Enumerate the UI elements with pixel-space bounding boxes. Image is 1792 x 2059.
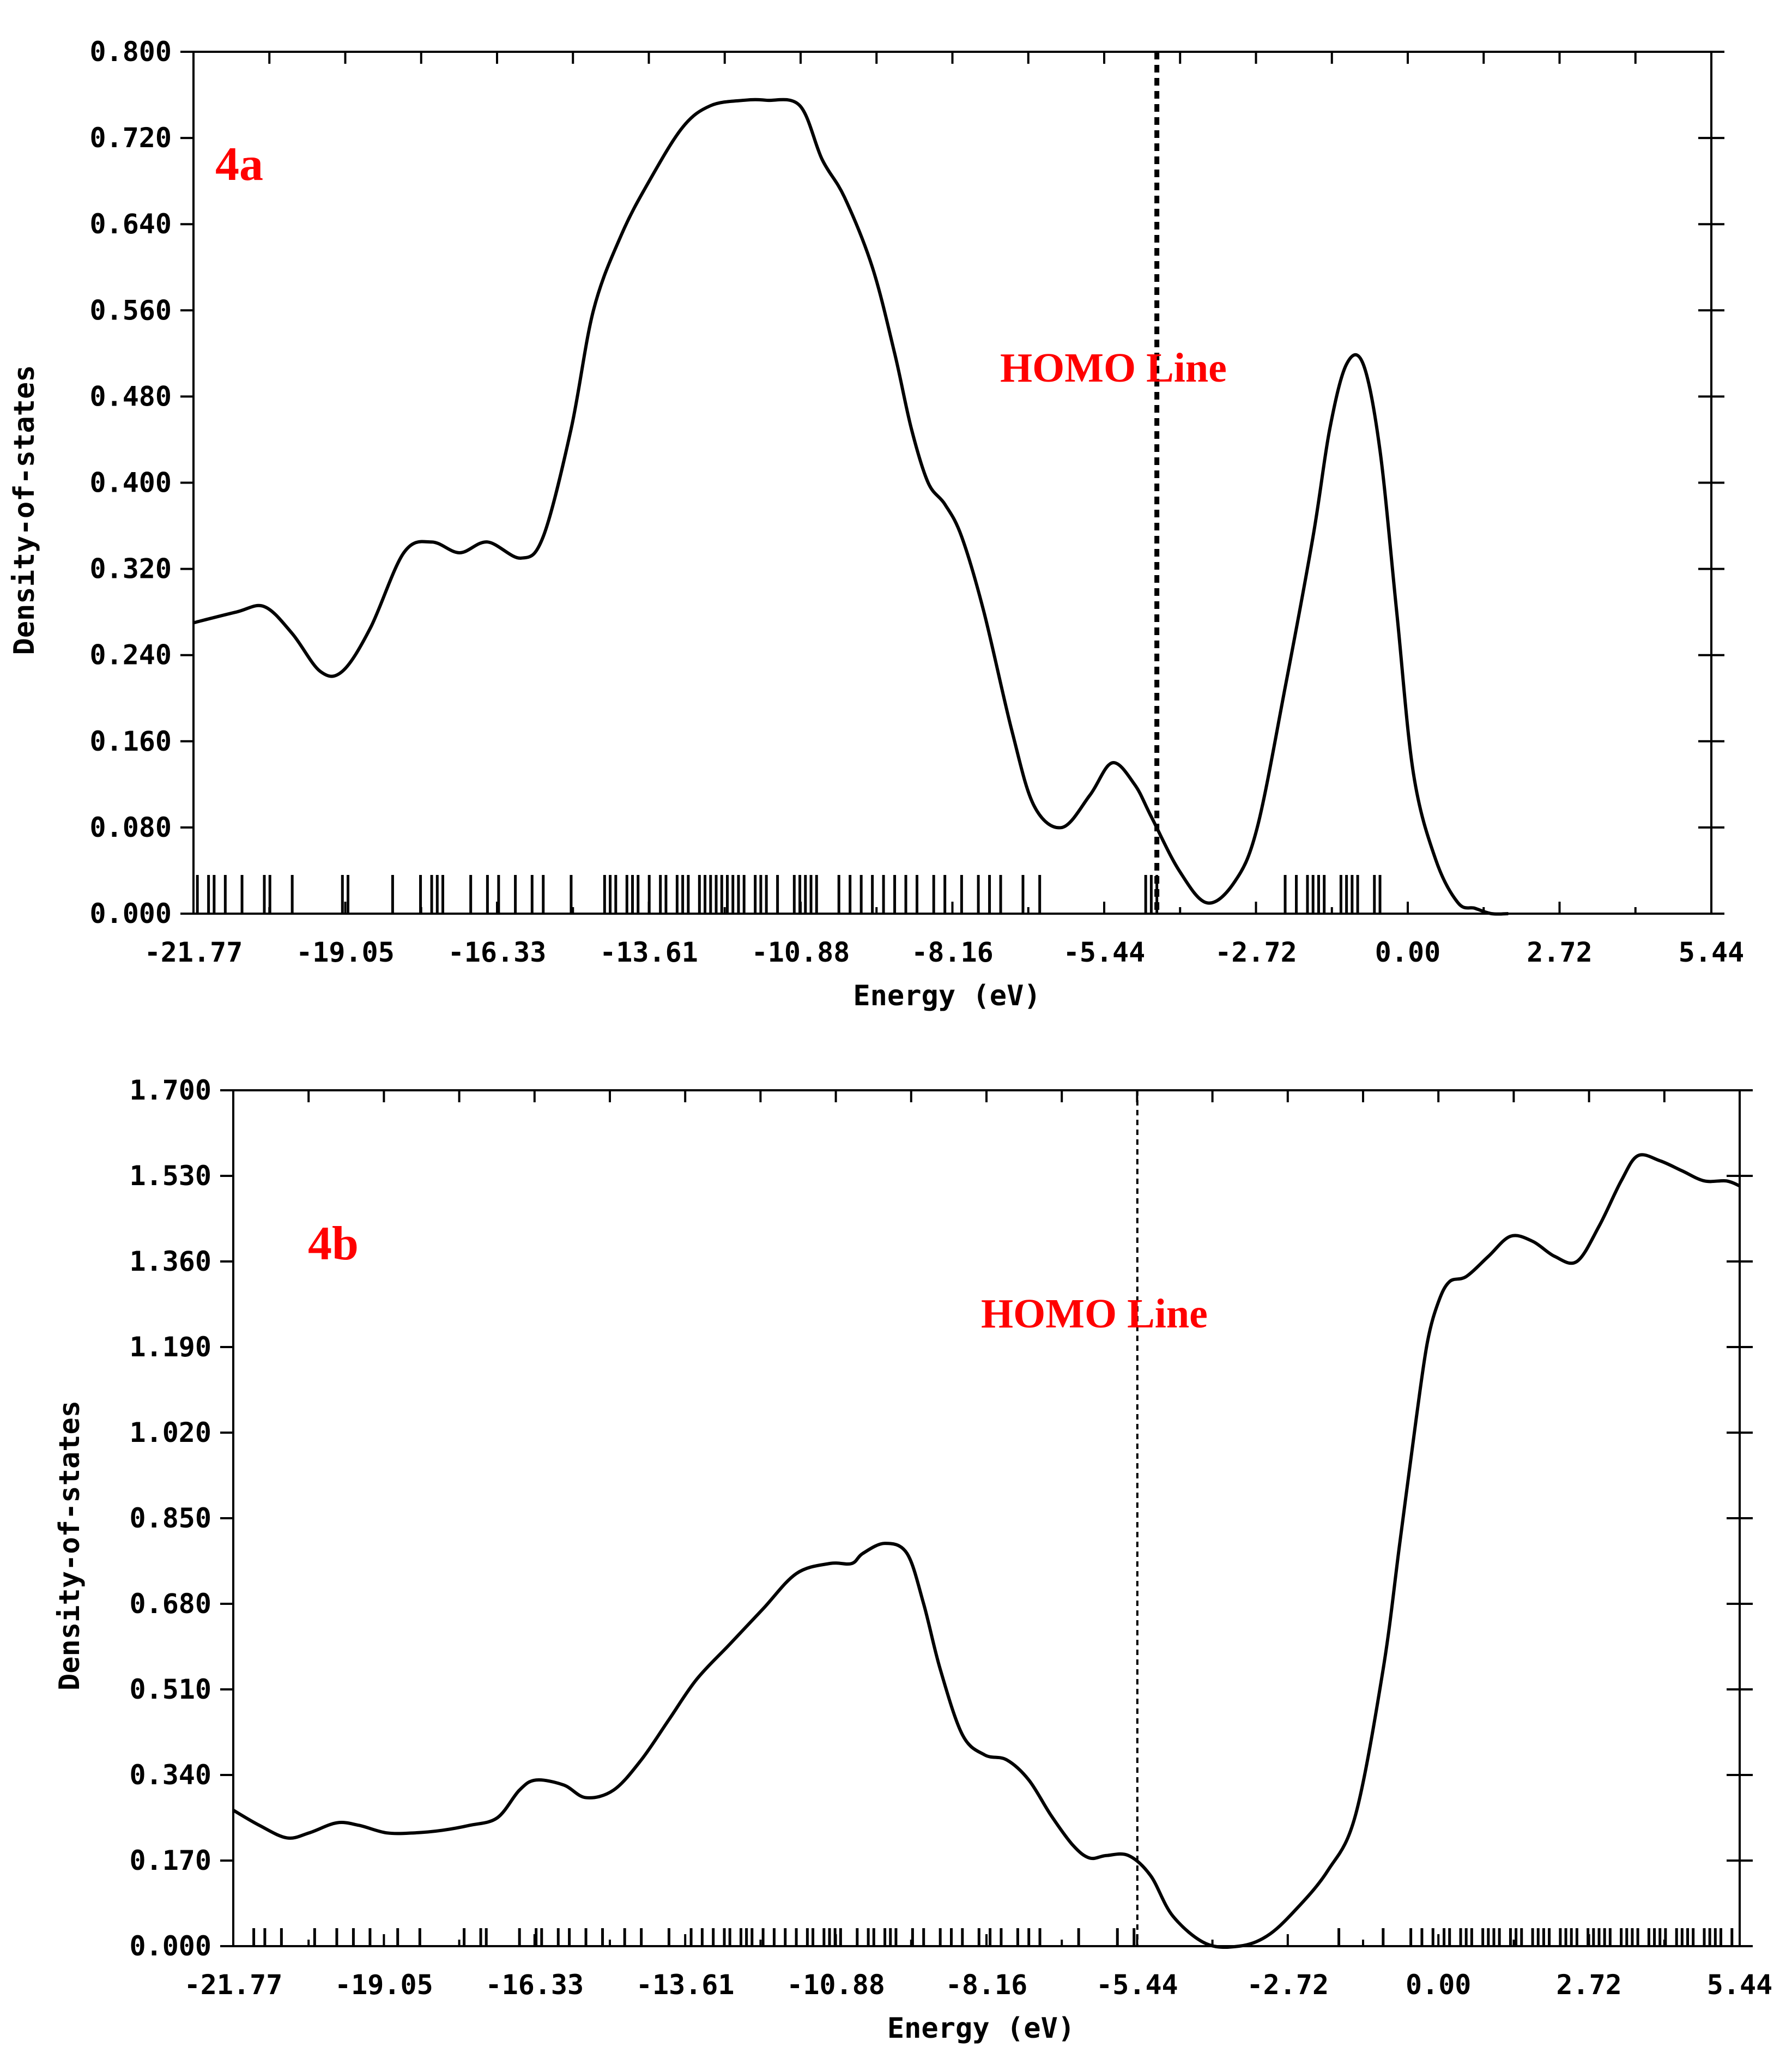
y-tick-label: 0.240	[89, 639, 172, 671]
panel-label: 4a	[215, 138, 263, 191]
y-tick-label: 1.530	[129, 1160, 211, 1192]
y-tick-label: 0.800	[89, 36, 172, 68]
x-tick-label: -10.88	[752, 937, 850, 968]
y-tick-label: 0.170	[129, 1845, 211, 1876]
homo-line-label: HOMO Line	[981, 1291, 1208, 1337]
x-tick-label: 5.44	[1679, 937, 1744, 968]
x-tick-label: -5.44	[1063, 937, 1146, 968]
y-axis-title: Density-of-states	[8, 365, 41, 655]
y-tick-label: 0.400	[89, 467, 172, 499]
y-tick-label: 1.700	[129, 1074, 211, 1106]
x-tick-label: -8.16	[946, 1969, 1028, 2001]
x-tick-label: -21.77	[184, 1969, 283, 2001]
y-tick-label: 1.190	[129, 1331, 211, 1363]
plot-frame	[192, 51, 1712, 915]
y-tick-label: 0.080	[89, 812, 172, 843]
y-tick-label: 0.640	[89, 208, 172, 240]
x-tick-label: -2.72	[1247, 1969, 1329, 2001]
y-tick-label: 0.680	[129, 1588, 211, 1620]
x-tick-label: -2.72	[1215, 937, 1297, 968]
x-tick-label: -19.05	[335, 1969, 433, 2001]
panel-label: 4b	[308, 1217, 359, 1270]
x-tick-label: -21.77	[144, 937, 243, 968]
dos-curve	[193, 98, 1509, 916]
x-tick-label: 2.72	[1527, 937, 1592, 968]
panel-4a: -21.77 -19.05 -16.33 -13.61 -10.88 -8.16 -5.44…	[8, 36, 1744, 1012]
panel-4b: -21.77 -19.05 -16.33 -13.61 -10.88 -8.16 -5.44…	[53, 1074, 1772, 2045]
y-tick-label: 0.480	[89, 381, 172, 412]
y-tick-label: 0.850	[129, 1502, 211, 1534]
y-tick-label: 0.000	[129, 1930, 211, 1962]
x-tick-label: -8.16	[911, 937, 994, 968]
y-axis-title: Density-of-states	[53, 1400, 86, 1690]
y-tick-label: 1.020	[129, 1417, 211, 1448]
dos-curve	[232, 1153, 1741, 1949]
x-tick-label: -19.05	[296, 937, 395, 968]
y-tick-label: 0.720	[89, 122, 172, 154]
plot-frame	[232, 1089, 1741, 1947]
y-tick-label: 0.560	[89, 294, 172, 326]
y-tick-label: 0.320	[89, 553, 172, 585]
x-tick-label: -16.33	[485, 1969, 584, 2001]
x-tick-label: 2.72	[1556, 1969, 1621, 2001]
x-tick-label: -10.88	[786, 1969, 885, 2001]
x-axis-title: Energy (eV)	[887, 2012, 1075, 2045]
homo-line-label: HOMO Line	[1000, 345, 1227, 391]
y-tick-label: 0.510	[129, 1674, 211, 1705]
y-tick-label: 1.360	[129, 1246, 211, 1277]
x-tick-label: 0.00	[1406, 1969, 1471, 2001]
y-tick-label: 0.160	[89, 726, 172, 757]
x-tick-label: 5.44	[1707, 1969, 1772, 2001]
x-tick-label: -16.33	[448, 937, 547, 968]
x-tick-label: -5.44	[1096, 1969, 1178, 2001]
x-tick-label: 0.00	[1375, 937, 1440, 968]
y-tick-label: 0.000	[89, 898, 172, 929]
y-tick-label: 0.340	[129, 1759, 211, 1791]
x-axis-title: Energy (eV)	[853, 980, 1040, 1012]
x-tick-label: -13.61	[600, 937, 698, 968]
x-tick-label: -13.61	[636, 1969, 735, 2001]
